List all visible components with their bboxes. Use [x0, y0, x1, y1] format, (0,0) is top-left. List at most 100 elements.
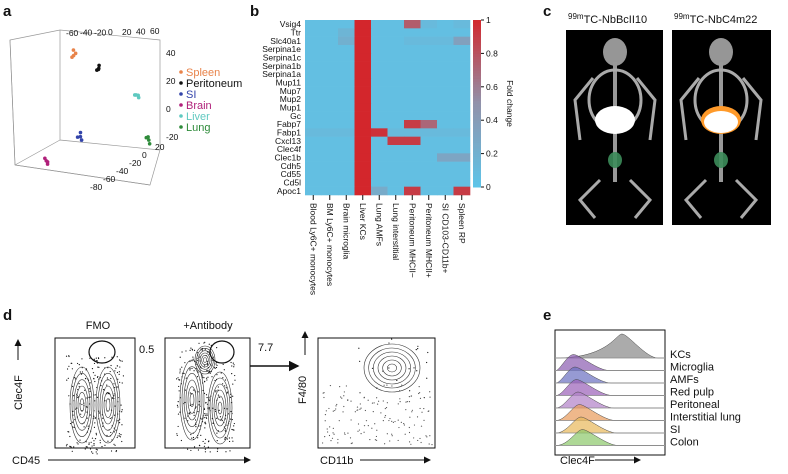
axis-tick-label: -40 — [116, 166, 129, 176]
event-dot — [206, 364, 209, 366]
heatmap-cell — [321, 53, 339, 62]
event-dot — [208, 398, 210, 400]
heatmap-cell — [453, 178, 471, 187]
event-dot — [94, 417, 96, 419]
event-dot — [120, 434, 122, 436]
scan-image — [573, 38, 657, 219]
event-dot — [205, 416, 207, 418]
heatmap-cell — [420, 178, 438, 187]
event-dot — [178, 385, 180, 388]
scatter-point — [43, 156, 47, 161]
event-dot — [214, 379, 216, 382]
heatmap-cell — [387, 78, 405, 87]
heatmap-cell — [305, 161, 322, 171]
contour — [71, 373, 93, 437]
event-dot — [119, 366, 121, 368]
event-dot — [420, 441, 422, 444]
event-dot — [197, 411, 199, 413]
event-dot — [224, 438, 226, 440]
event-dot — [206, 360, 208, 362]
heatmap-cell — [321, 70, 339, 79]
contour — [213, 389, 227, 427]
event-dot — [357, 423, 360, 425]
legend-label: Lung — [186, 122, 210, 134]
heatmap-cell — [404, 170, 421, 179]
event-dot — [216, 374, 218, 376]
heatmap-cell — [321, 136, 339, 146]
heatmap-cell — [420, 86, 438, 96]
event-dot — [421, 411, 423, 413]
event-dot — [89, 396, 91, 398]
colorbar-segment — [473, 56, 481, 60]
event-dot — [216, 346, 218, 349]
event-dot — [94, 374, 96, 376]
event-dot — [177, 401, 179, 403]
event-dot — [196, 376, 199, 378]
heatmap-cell — [420, 53, 438, 62]
event-dot — [189, 368, 191, 370]
event-dot — [79, 439, 81, 441]
event-dot — [343, 391, 345, 393]
colorbar-segment — [473, 159, 481, 163]
colorbar-segment — [473, 61, 481, 66]
event-dot — [214, 367, 216, 369]
contour — [77, 392, 87, 418]
colorbar-segment — [473, 134, 481, 138]
heatmap-cell — [371, 36, 388, 46]
heatmap-cell — [338, 28, 355, 37]
scatter-point — [71, 48, 76, 52]
contour — [103, 392, 113, 418]
event-dot — [408, 368, 410, 370]
event-dot — [85, 446, 87, 448]
panel-label: b — [250, 3, 259, 20]
heatmap-cell — [321, 61, 339, 71]
event-dot — [230, 410, 232, 413]
event-dot — [115, 450, 117, 453]
event-dot — [373, 402, 375, 404]
axis-tick-label: 20 — [122, 27, 132, 37]
population-label: KCs — [670, 349, 691, 361]
heatmap-cell — [453, 170, 471, 179]
event-dot — [423, 407, 425, 410]
colorbar-segment — [473, 78, 481, 82]
event-dot — [365, 420, 368, 422]
event-dot — [84, 389, 86, 391]
heatmap-cell — [371, 120, 388, 129]
event-dot — [179, 356, 181, 358]
event-dot — [67, 377, 69, 379]
event-dot — [225, 451, 227, 453]
event-dot — [89, 357, 91, 359]
event-dot — [428, 443, 430, 445]
event-dot — [232, 440, 234, 442]
event-dot — [217, 394, 220, 396]
event-dot — [363, 396, 365, 398]
event-dot — [376, 403, 379, 405]
event-dot — [233, 366, 235, 368]
contour — [79, 398, 85, 412]
event-dot — [204, 448, 206, 450]
heatmap-cell — [437, 111, 454, 121]
event-dot — [206, 396, 208, 399]
heatmap-cell — [420, 61, 438, 71]
event-dot — [93, 444, 95, 446]
plot-title: +Antibody — [183, 320, 233, 332]
event-dot — [99, 442, 101, 444]
event-dot — [179, 370, 181, 372]
event-dot — [375, 439, 378, 441]
row-label: Clec4f — [277, 144, 302, 154]
heatmap-cell — [453, 53, 471, 62]
colorbar-tick-label: 0.6 — [486, 82, 498, 92]
heatmap-cell — [321, 20, 339, 29]
event-dot — [96, 360, 98, 362]
column-label: Lung interstitial — [391, 203, 401, 260]
scatter-point — [79, 138, 84, 142]
axis-tick-label: 0 — [166, 104, 171, 114]
heatmap-cell — [305, 145, 322, 154]
event-dot — [71, 368, 73, 370]
event-dot — [183, 447, 185, 449]
heatmap-cell — [371, 70, 388, 79]
legend-dot — [179, 114, 183, 118]
heatmap-cell — [437, 178, 454, 187]
heatmap-cell — [437, 61, 454, 71]
event-dot — [204, 438, 207, 441]
